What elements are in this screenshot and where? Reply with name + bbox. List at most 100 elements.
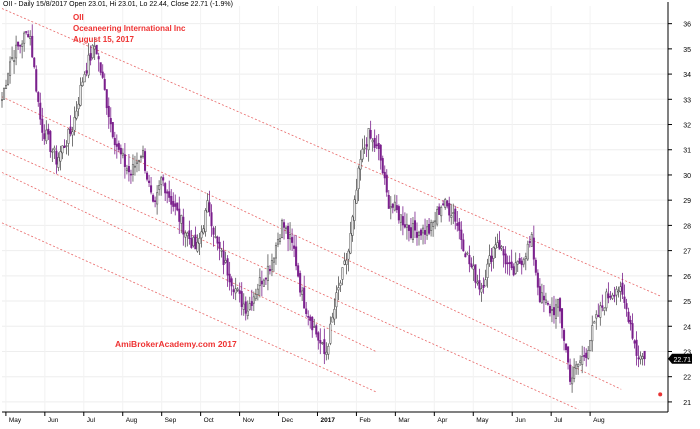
candle-body xyxy=(160,177,163,185)
candle-body xyxy=(228,273,231,283)
candle-body xyxy=(65,145,68,147)
candle-body xyxy=(186,232,189,237)
candle-body xyxy=(589,339,592,352)
axes: 21 22 23 24 25 26 27 28 29 30 31 32 33 34 35 36 May Jun Ju… xyxy=(2,2,692,424)
candle-body xyxy=(146,172,149,180)
candle-body xyxy=(522,258,525,265)
candle-body xyxy=(561,308,564,329)
candle-body xyxy=(567,346,570,363)
candle-body xyxy=(2,88,6,100)
candle-body xyxy=(569,364,572,382)
symbol-label: OII xyxy=(73,13,84,22)
candle-body xyxy=(59,151,62,162)
candle-body xyxy=(399,214,402,223)
channel-line xyxy=(1,222,377,393)
candle-body xyxy=(7,73,10,85)
candle-body xyxy=(37,92,40,102)
y-tick-label: 28 xyxy=(683,223,691,230)
candle-body xyxy=(51,150,54,153)
candle-body xyxy=(268,268,271,272)
candle-body xyxy=(103,79,106,90)
chart-annotation: OII Oceaneering International Inc August… xyxy=(73,12,185,45)
candle-body xyxy=(577,363,580,367)
x-tick-label: Feb xyxy=(359,417,371,424)
candle-body xyxy=(581,356,584,365)
candle-body xyxy=(137,159,141,162)
candle-body xyxy=(597,314,600,318)
candle-body xyxy=(375,144,378,147)
x-tick-label: Jul xyxy=(87,417,96,424)
candle-body xyxy=(148,180,151,183)
candle-body xyxy=(87,54,90,76)
candle-body xyxy=(0,99,4,101)
candle-body xyxy=(17,41,20,47)
x-tick-label: Nov xyxy=(243,417,255,424)
candle-body xyxy=(405,224,408,228)
candle-body xyxy=(532,237,535,260)
candle-body xyxy=(192,237,195,247)
candle-body xyxy=(190,238,193,248)
candles xyxy=(0,24,646,393)
candle-body xyxy=(571,377,574,385)
candle-body xyxy=(287,225,290,240)
candle-body xyxy=(591,325,594,342)
candle-body xyxy=(528,241,531,243)
candle-body xyxy=(484,279,487,287)
candle-body xyxy=(454,208,457,222)
candle-body xyxy=(397,206,400,221)
candle-body xyxy=(530,234,533,247)
candle-body xyxy=(365,144,368,147)
candle-body xyxy=(212,227,215,235)
candle-body xyxy=(297,265,300,277)
candle-body xyxy=(593,321,596,324)
candle-body xyxy=(156,192,159,205)
candle-body xyxy=(234,288,237,294)
candle-body xyxy=(323,339,326,354)
price-header: OII - Daily 15/8/2017 Open 23.01, Hi 23.… xyxy=(3,1,233,8)
candle-body xyxy=(540,292,543,304)
candle-body xyxy=(19,44,22,47)
date-label: August 15, 2017 xyxy=(73,35,134,44)
candle-body xyxy=(256,288,259,295)
candle-body xyxy=(242,303,245,310)
candle-body xyxy=(274,245,278,259)
candle-body xyxy=(99,62,102,73)
candle-body xyxy=(611,294,614,299)
candle-body xyxy=(542,295,545,301)
y-tick-label: 25 xyxy=(683,299,691,306)
candle-body xyxy=(262,279,265,287)
candle-body xyxy=(502,249,505,256)
candle-body xyxy=(35,69,38,92)
candle-body xyxy=(295,246,298,267)
candle-body xyxy=(305,308,308,314)
candle-body xyxy=(452,212,455,214)
candle-body xyxy=(133,165,136,168)
candle-body xyxy=(482,284,485,288)
candle-body xyxy=(67,128,70,144)
candle-body xyxy=(579,360,582,363)
candle-body xyxy=(565,343,568,351)
x-tick-label: Aug xyxy=(126,417,138,424)
candle-body xyxy=(411,223,414,240)
marker-dot xyxy=(658,392,663,397)
candle-body xyxy=(381,158,384,174)
candle-body xyxy=(407,224,410,231)
candle-body xyxy=(5,85,8,89)
candle-body xyxy=(252,296,255,304)
candle-body xyxy=(371,139,374,143)
candle-body xyxy=(343,260,346,265)
candle-body xyxy=(291,237,294,243)
candle-body xyxy=(355,189,358,204)
candle-body xyxy=(609,295,612,298)
candle-body xyxy=(401,216,404,226)
candle-body xyxy=(583,355,586,357)
candle-body xyxy=(208,202,211,213)
last-price-box xyxy=(668,353,692,364)
candle-body xyxy=(164,183,167,194)
candle-body xyxy=(123,154,126,167)
candle-body xyxy=(218,241,221,249)
x-tick-label: May xyxy=(476,417,489,424)
candle-body xyxy=(444,199,447,208)
candle-body xyxy=(377,143,380,149)
candle-body xyxy=(464,253,467,258)
